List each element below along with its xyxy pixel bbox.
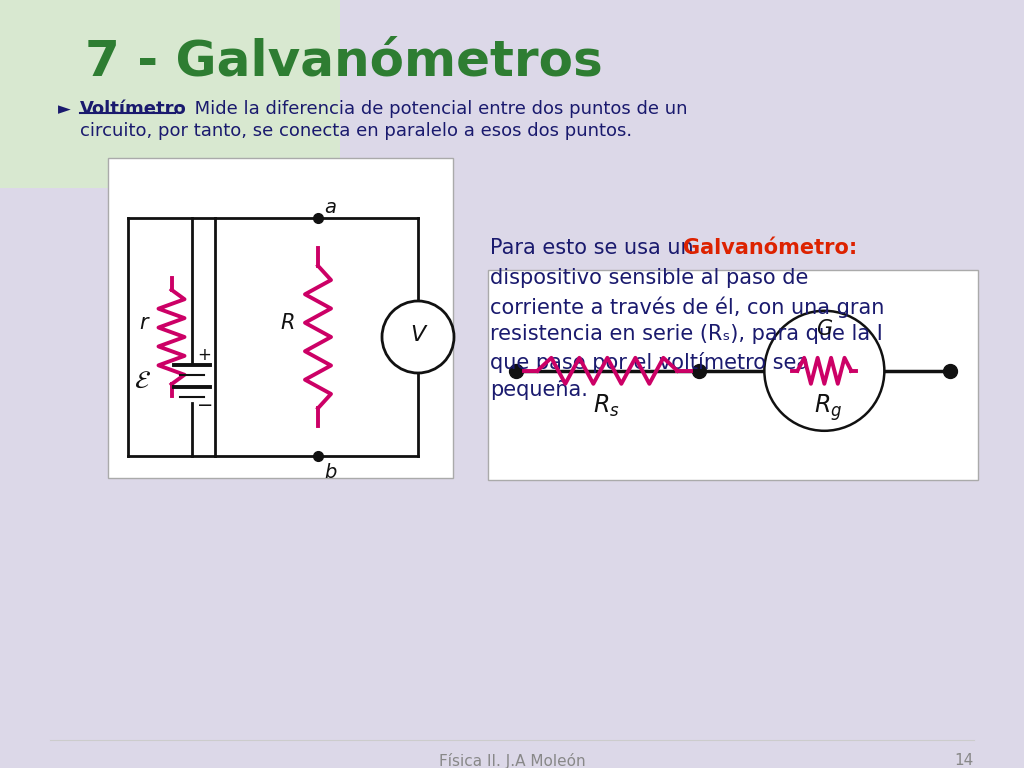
Text: Voltímetro: Voltímetro: [80, 100, 186, 118]
FancyBboxPatch shape: [108, 158, 453, 478]
Text: dispositivo sensible al paso de: dispositivo sensible al paso de: [490, 268, 808, 288]
Text: circuito, por tanto, se conecta en paralelo a esos dos puntos.: circuito, por tanto, se conecta en paral…: [80, 122, 632, 140]
Text: −: −: [197, 396, 213, 415]
Text: Física II. J.A Moleón: Física II. J.A Moleón: [438, 753, 586, 768]
Text: a: a: [324, 198, 336, 217]
Text: :  Mide la diferencia de potencial entre dos puntos de un: : Mide la diferencia de potencial entre …: [177, 100, 687, 118]
Text: 7 - Galvanómetros: 7 - Galvanómetros: [85, 38, 603, 86]
Circle shape: [764, 311, 885, 431]
Text: $\mathcal{E}$: $\mathcal{E}$: [134, 369, 151, 393]
Text: Para esto se usa un: Para esto se usa un: [490, 238, 700, 258]
Text: r: r: [139, 313, 148, 333]
FancyBboxPatch shape: [0, 0, 340, 188]
Text: ►: ►: [58, 100, 71, 118]
Circle shape: [382, 301, 454, 373]
Text: R: R: [280, 313, 295, 333]
Text: que pase por el voltímetro sea: que pase por el voltímetro sea: [490, 352, 809, 373]
Text: pequeña.: pequeña.: [490, 380, 588, 400]
Text: Galvanómetro:: Galvanómetro:: [683, 238, 857, 258]
Text: resistencia en serie (Rₛ), para que la I: resistencia en serie (Rₛ), para que la I: [490, 324, 883, 344]
Text: corriente a través de él, con una gran: corriente a través de él, con una gran: [490, 296, 885, 317]
Text: $R_g$: $R_g$: [814, 392, 843, 423]
Text: b: b: [324, 463, 336, 482]
Text: V: V: [411, 325, 426, 345]
FancyBboxPatch shape: [488, 270, 978, 480]
Text: G: G: [816, 319, 833, 339]
Text: $R_s$: $R_s$: [593, 392, 620, 419]
Text: 14: 14: [954, 753, 974, 768]
Text: +: +: [197, 346, 211, 364]
